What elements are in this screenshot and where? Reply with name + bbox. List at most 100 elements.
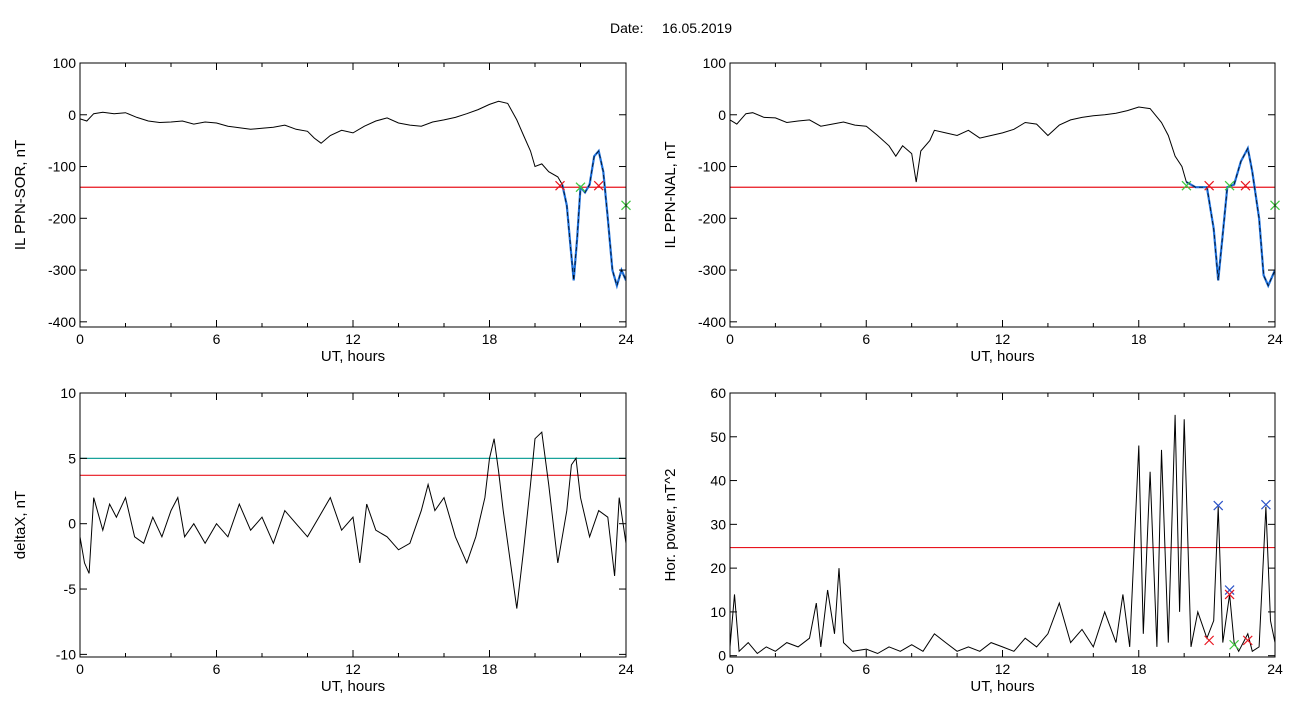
x-tick-label: 12 bbox=[345, 331, 361, 347]
cross-stroke bbox=[555, 180, 565, 191]
x-tick-label: 24 bbox=[1267, 661, 1283, 677]
y-tick-label: 0 bbox=[68, 107, 76, 123]
y-tick-label: 100 bbox=[53, 55, 77, 71]
x-axis-label: UT, hours bbox=[321, 348, 385, 365]
series-line bbox=[730, 414, 1275, 655]
cross-stroke bbox=[1204, 635, 1215, 646]
y-tick-label: -5 bbox=[64, 581, 77, 597]
y-tick-label: 0 bbox=[718, 648, 726, 664]
cross-stroke bbox=[1260, 499, 1271, 510]
x-tick-label: 6 bbox=[213, 331, 221, 347]
y-tick-label: 0 bbox=[718, 107, 726, 123]
series-highlight-trace bbox=[1186, 147, 1275, 287]
cross-marker-red bbox=[1240, 180, 1251, 191]
cross-stroke bbox=[1224, 585, 1235, 595]
x-tick-label: 18 bbox=[482, 661, 498, 677]
y-tick-label: -200 bbox=[48, 210, 76, 226]
y-tick-label: -200 bbox=[698, 210, 726, 226]
y-tick-label: -400 bbox=[48, 314, 76, 330]
y-tick-label: 5 bbox=[68, 450, 76, 466]
x-axis-label: UT, hours bbox=[970, 678, 1034, 695]
cross-stroke bbox=[593, 180, 604, 191]
x-tick-label: 18 bbox=[1131, 331, 1147, 347]
cross-stroke bbox=[1229, 639, 1240, 650]
plot-frame bbox=[79, 62, 627, 328]
x-axis-label: UT, hours bbox=[970, 348, 1034, 365]
cross-marker-blue bbox=[1213, 500, 1224, 511]
cross-stroke bbox=[1213, 500, 1224, 511]
cross-marker-green bbox=[1224, 180, 1235, 191]
y-axis-label: IL PPN-NAL, nT bbox=[662, 142, 679, 249]
y-tick-label: 20 bbox=[710, 560, 726, 576]
y-tick-label: -100 bbox=[48, 159, 76, 175]
cross-marker-red bbox=[1242, 635, 1253, 646]
y-tick-label: 30 bbox=[710, 516, 726, 532]
cross-stroke bbox=[1224, 180, 1235, 191]
y-tick-label: 50 bbox=[710, 429, 726, 445]
date-value: 16.05.2019 bbox=[662, 20, 732, 36]
y-tick-label: 100 bbox=[703, 55, 727, 71]
x-tick-label: 6 bbox=[213, 661, 221, 677]
x-tick-label: 24 bbox=[1267, 331, 1283, 347]
plot-frame bbox=[729, 62, 1276, 328]
x-tick-label: 0 bbox=[726, 331, 734, 347]
cross-stroke bbox=[575, 182, 586, 193]
y-tick-label: 10 bbox=[60, 385, 76, 401]
y-tick-label: 10 bbox=[710, 604, 726, 620]
cross-stroke bbox=[1181, 180, 1192, 191]
x-tick-label: 6 bbox=[862, 661, 870, 677]
x-tick-label: 0 bbox=[726, 661, 734, 677]
cross-marker-green bbox=[1181, 180, 1192, 191]
y-tick-label: -400 bbox=[698, 314, 726, 330]
x-tick-label: 12 bbox=[995, 331, 1011, 347]
cross-stroke bbox=[1204, 180, 1215, 191]
cross-marker-red bbox=[1204, 635, 1215, 646]
y-tick-label: -300 bbox=[698, 262, 726, 278]
y-tick-label: -300 bbox=[48, 262, 76, 278]
series-highlight-trace bbox=[561, 150, 626, 287]
cross-marker-red bbox=[593, 180, 604, 191]
cross-marker-red bbox=[1224, 589, 1235, 600]
x-axis-label: UT, hours bbox=[321, 678, 385, 695]
x-tick-label: 0 bbox=[76, 661, 84, 677]
cross-marker-green bbox=[1229, 639, 1240, 650]
plot-frame bbox=[79, 392, 627, 658]
y-axis-label: Hor. power, nT^2 bbox=[662, 469, 679, 582]
y-tick-label: 0 bbox=[68, 516, 76, 532]
series-group bbox=[80, 100, 626, 290]
series-group bbox=[730, 414, 1275, 655]
y-tick-label: 40 bbox=[710, 473, 726, 489]
cross-marker-blue bbox=[1260, 499, 1271, 510]
series-group bbox=[80, 431, 626, 609]
panel-p4: 0 6 12 18 24 60 50 40 30 20 10 0 UT, hours Hor. power… bbox=[662, 385, 1283, 695]
x-tick-label: 0 bbox=[76, 331, 84, 347]
cross-stroke bbox=[1224, 589, 1235, 600]
y-tick-label: -10 bbox=[56, 646, 76, 662]
y-tick-label: 60 bbox=[710, 385, 726, 401]
cross-marker-red bbox=[555, 180, 565, 191]
x-tick-label: 12 bbox=[995, 661, 1011, 677]
cross-stroke bbox=[1242, 635, 1253, 646]
panel-p2: 0 6 12 18 24 100 0 -100 -200 -300 -400 UT, hours IL … bbox=[662, 55, 1283, 365]
x-tick-label: 12 bbox=[345, 661, 361, 677]
cross-marker-blue bbox=[1224, 585, 1235, 595]
cross-stroke bbox=[1240, 180, 1251, 191]
y-axis-label: deltaX, nT bbox=[12, 491, 29, 559]
x-tick-label: 18 bbox=[1131, 661, 1147, 677]
y-tick-label: -100 bbox=[698, 159, 726, 175]
y-axis-label: IL PPN-SOR, nT bbox=[12, 140, 29, 250]
date-label: Date: bbox=[610, 20, 643, 36]
x-tick-label: 24 bbox=[618, 661, 634, 677]
cross-marker-red bbox=[1204, 180, 1215, 191]
x-tick-label: 6 bbox=[862, 331, 870, 347]
series-line bbox=[80, 431, 626, 609]
panel-p3: 0 6 12 18 24 10 5 0 -5 -10 UT, hours deltaX, nT bbox=[12, 385, 634, 695]
plot-frame bbox=[729, 392, 1276, 658]
cross-marker-green bbox=[575, 182, 586, 193]
series-group bbox=[730, 106, 1275, 289]
x-tick-label: 18 bbox=[482, 331, 498, 347]
series-highlight-line bbox=[561, 148, 626, 290]
